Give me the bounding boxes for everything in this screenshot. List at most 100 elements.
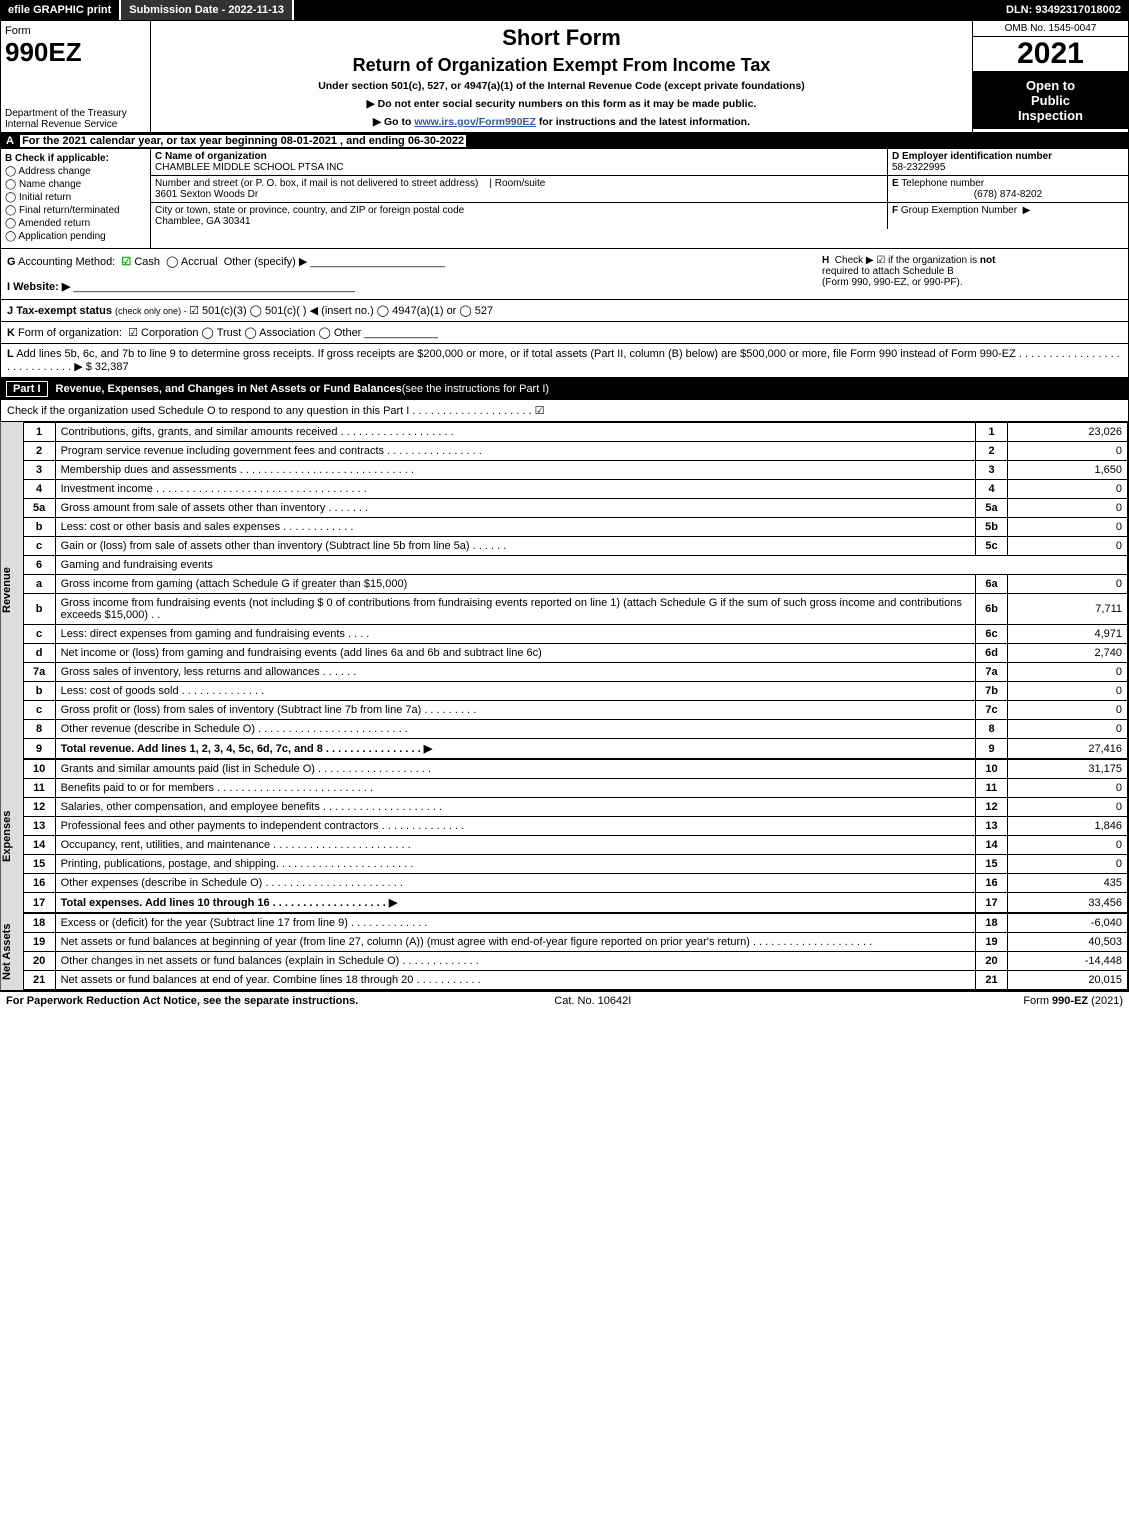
revenue-table: 1Contributions, gifts, grants, and simil… [23,422,1128,759]
h-letter: H [822,255,829,266]
netassets-table: 18Excess or (deficit) for the year (Subt… [23,913,1128,990]
sv6b: 7,711 [1008,594,1128,625]
n9: 9 [23,739,55,759]
box-f: F Group Exemption Number ▶ [888,203,1128,229]
sv7b: 0 [1008,682,1128,701]
city-label: City or town, state or province, country… [155,205,464,216]
h-text2: required to attach Schedule B [822,266,954,277]
row-5c: cGain or (loss) from sale of assets othe… [23,537,1127,556]
v9: 27,416 [1008,739,1128,759]
n12: 12 [23,798,55,817]
d9: Total revenue. Add lines 1, 2, 3, 4, 5c,… [61,743,433,755]
footer-catno: Cat. No. 10642I [554,995,631,1007]
nb16: 16 [976,874,1008,893]
row-name-ein: C Name of organization CHAMBLEE MIDDLE S… [151,149,1128,176]
row-6: 6Gaming and fundraising events [23,556,1127,575]
d14: Occupancy, rent, utilities, and maintena… [55,836,975,855]
b-letter: B [5,153,12,164]
bullet-goto-post: for instructions and the latest informat… [539,116,750,128]
d16: Other expenses (describe in Schedule O) … [55,874,975,893]
line-a: A For the 2021 calendar year, or tax yea… [0,133,1129,149]
col-b: B Check if applicable: ◯ Address change … [1,149,151,248]
v18: -6,040 [1008,914,1128,933]
d4: Investment income . . . . . . . . . . . … [55,480,975,499]
g-cash: Cash [134,256,160,268]
chk-initial-return[interactable]: ◯ Initial return [5,192,146,203]
k-opts[interactable]: ☑ Corporation ◯ Trust ◯ Association ◯ Ot… [128,327,361,339]
opt-initial-return: Initial return [19,192,71,203]
row-5a: 5aGross amount from sale of assets other… [23,499,1127,518]
row-5b: bLess: cost or other basis and sales exp… [23,518,1127,537]
sv5a: 0 [1008,499,1128,518]
d17: Total expenses. Add lines 10 through 16 … [61,897,398,909]
v2: 0 [1008,442,1128,461]
chk-final-return[interactable]: ◯ Final return/terminated [5,205,146,216]
row-7b: bLess: cost of goods sold . . . . . . . … [23,682,1127,701]
f-label: Group Exemption Number [901,205,1017,216]
g-cash-check-icon[interactable]: ☑ [121,256,131,268]
d1: Contributions, gifts, grants, and simila… [55,423,975,442]
entity-block: B Check if applicable: ◯ Address change … [0,149,1129,249]
g-other[interactable]: Other (specify) ▶ [224,256,308,268]
row-19: 19Net assets or fund balances at beginni… [23,933,1127,952]
d15: Printing, publications, postage, and shi… [55,855,975,874]
opt-application-pending: Application pending [18,231,105,242]
row-9: 9 Total revenue. Add lines 1, 2, 3, 4, 5c… [23,739,1127,759]
g-letter: G [7,256,16,268]
efile-print-button[interactable]: efile GRAPHIC print [0,0,121,20]
chk-application-pending[interactable]: ◯ Application pending [5,231,146,242]
c-label: Name of organization [165,151,267,162]
v13: 1,846 [1008,817,1128,836]
tax-year: 2021 [973,37,1128,72]
n13: 13 [23,817,55,836]
chk-name-change[interactable]: ◯ Name change [5,179,146,190]
j-label: Tax-exempt status [16,305,112,317]
v21: 20,015 [1008,971,1128,990]
d13: Professional fees and other payments to … [55,817,975,836]
line-g-h: G Accounting Method: ☑ Cash ◯ Accrual Ot… [0,249,1129,300]
nb2: 2 [976,442,1008,461]
chk-amended-return[interactable]: ◯ Amended return [5,218,146,229]
v4: 0 [1008,480,1128,499]
part1-label: Part I [6,381,48,397]
box-address: Number and street (or P. O. box, if mail… [151,176,888,202]
row-11: 11Benefits paid to or for members . . . … [23,779,1127,798]
part1-checkline: Check if the organization used Schedule … [0,400,1129,422]
d19: Net assets or fund balances at beginning… [55,933,975,952]
opt-final-return: Final return/terminated [19,205,120,216]
form-header-left: Form 990EZ Department of the Treasury In… [1,21,151,132]
d5a-wrap: Gross amount from sale of assets other t… [55,499,975,518]
submission-date-button[interactable]: Submission Date - 2022-11-13 [121,0,294,20]
n6: 6 [23,556,55,575]
inspect-1: Open to [1026,78,1075,93]
form-header-right: OMB No. 1545-0047 2021 Open to Public In… [973,21,1128,132]
irs-link[interactable]: www.irs.gov/Form990EZ [414,116,536,128]
row-20: 20Other changes in net assets or fund ba… [23,952,1127,971]
d6b: Gross income from fundraising events (no… [55,594,975,625]
j-opts[interactable]: ☑ 501(c)(3) ◯ 501(c)( ) ◀ (insert no.) ◯… [189,305,493,317]
n6a: a [23,575,55,594]
line-g: G Accounting Method: ☑ Cash ◯ Accrual Ot… [7,255,822,293]
n19: 19 [23,933,55,952]
row-8: 8Other revenue (describe in Schedule O) … [23,720,1127,739]
d18: Excess or (deficit) for the year (Subtra… [55,914,975,933]
revenue-section: Revenue 1Contributions, gifts, grants, a… [0,422,1129,759]
nb17: 17 [976,893,1008,913]
d6d: Net income or (loss) from gaming and fun… [55,644,975,663]
k-label: Form of organization: [18,327,122,339]
chk-address-change[interactable]: ◯ Address change [5,166,146,177]
part1-instr: (see the instructions for Part I) [402,383,549,395]
row-15: 15Printing, publications, postage, and s… [23,855,1127,874]
bullet-goto-pre: ▶ Go to [373,116,414,128]
nb5c: 5c [976,537,1008,556]
g-accrual[interactable]: Accrual [181,256,218,268]
n7a: 7a [23,663,55,682]
netassets-section: Net Assets 18Excess or (deficit) for the… [0,913,1129,991]
nb20: 20 [976,952,1008,971]
sb7a: 7a [976,663,1008,682]
d10: Grants and similar amounts paid (list in… [55,760,975,779]
n15: 15 [23,855,55,874]
n5a: 5a [23,499,55,518]
c-letter: C [155,151,162,162]
j-letter: J [7,305,13,317]
